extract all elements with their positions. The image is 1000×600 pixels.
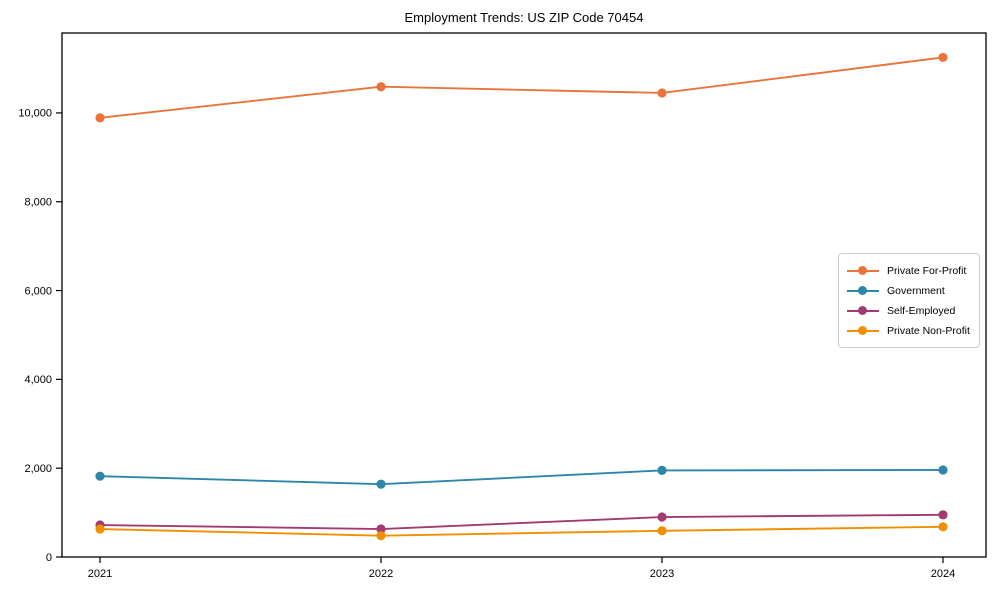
data-point-private-for-profit-2021: [95, 113, 105, 123]
y-tick-label: 6,000: [24, 285, 52, 297]
legend-label: Private Non-Profit: [887, 324, 970, 337]
legend-item-private-for-profit: Private For-Profit: [847, 261, 971, 280]
plot-frame: [61, 32, 987, 558]
x-tick-label: 2023: [650, 568, 674, 580]
legend-dot-swatch: [858, 266, 867, 275]
data-point-government-2023: [657, 465, 667, 476]
y-tick-label: 2,000: [24, 463, 52, 475]
legend-marker-icon: [847, 266, 879, 276]
legend-label: Government: [887, 284, 945, 297]
data-point-private-for-profit-2024: [938, 52, 948, 63]
y-tick-label: 10,000: [18, 108, 52, 120]
legend-dot-swatch: [858, 286, 867, 295]
legend-item-government: Government: [847, 281, 971, 300]
data-point-government-2022: [376, 479, 386, 489]
legend-item-private-non-profit: Private Non-Profit: [847, 321, 971, 340]
legend-marker-icon: [847, 306, 879, 316]
data-point-private-non-profit-2024: [938, 522, 948, 532]
series-line-self-employed: [99, 513, 944, 530]
data-point-government-2024: [938, 465, 948, 475]
legend-item-self-employed: Self-Employed: [847, 301, 971, 320]
data-point-private-non-profit-2021: [95, 524, 105, 534]
y-tick-label: 8,000: [24, 197, 52, 209]
data-point-private-for-profit-2023: [657, 88, 667, 98]
legend-marker-icon: [847, 326, 879, 336]
x-tick-label: 2024: [931, 568, 955, 580]
data-point-private-non-profit-2023: [657, 526, 667, 536]
data-point-private-non-profit-2022: [376, 531, 386, 541]
legend-dot-swatch: [858, 306, 867, 315]
y-tick-label: 4,000: [24, 374, 52, 386]
legend-marker-icon: [847, 286, 879, 296]
x-tick-label: 2021: [88, 568, 112, 580]
data-point-government-2021: [95, 471, 105, 481]
legend-dot-swatch: [858, 326, 867, 335]
data-point-self-employed-2022: [376, 524, 386, 534]
legend-label: Private For-Profit: [887, 264, 967, 277]
data-point-self-employed-2024: [938, 510, 948, 520]
data-point-self-employed-2023: [657, 512, 667, 522]
legend: Private For-Profit Government Self-Employe…: [838, 253, 980, 348]
data-point-private-for-profit-2022: [376, 82, 386, 92]
y-tick-label: 0: [46, 552, 52, 564]
series-line-government: [99, 469, 944, 486]
series-line-private-for-profit: [99, 56, 944, 119]
x-tick-label: 2022: [369, 568, 393, 580]
chart-title: Employment Trends: US ZIP Code 70454: [404, 10, 644, 25]
legend-label: Self-Employed: [887, 304, 956, 317]
series-line-private-non-profit: [99, 525, 944, 537]
